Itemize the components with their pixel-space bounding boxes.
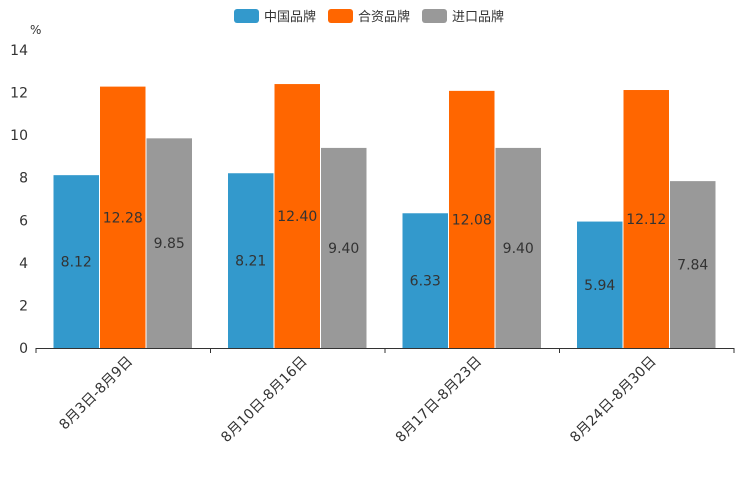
x-tick-label: 8月3日-8月9日	[56, 354, 136, 434]
y-axis-unit-label: %	[30, 23, 41, 37]
x-axis: 8月3日-8月9日 8月10日-8月16日 8月17日-8月23日 8月24日-8月3…	[35, 348, 735, 446]
legend-label: 中国品牌	[264, 9, 316, 25]
data-label: 9.40	[328, 241, 359, 257]
legend-label: 进口品牌	[452, 9, 504, 25]
data-label: 12.40	[277, 209, 317, 225]
data-label: 12.08	[452, 212, 492, 228]
data-label: 9.40	[503, 241, 534, 257]
y-axis: 0 2 4 6 8 10 12 14	[10, 43, 28, 357]
legend-item-1[interactable]: 合资品牌	[328, 9, 410, 25]
legend-item-2[interactable]: 进口品牌	[422, 9, 504, 25]
legend-swatch	[328, 9, 353, 23]
y-tick-label: 4	[19, 256, 28, 272]
data-label: 8.12	[61, 255, 92, 271]
data-label: 12.28	[103, 210, 143, 226]
x-tick-label: 8月10日-8月16日	[218, 354, 310, 446]
x-tick-label: 8月17日-8月23日	[393, 354, 485, 446]
data-label: 9.85	[154, 236, 185, 252]
bar-合资品牌-1[interactable]	[274, 84, 321, 349]
data-label: 7.84	[677, 258, 708, 274]
y-tick-label: 0	[19, 341, 28, 357]
bar-中国品牌-1[interactable]	[228, 173, 274, 348]
bar-中国品牌-3[interactable]	[577, 221, 623, 348]
y-tick-label: 6	[19, 213, 28, 229]
data-label: 5.94	[584, 278, 615, 294]
bar-合资品牌-0[interactable]	[100, 86, 146, 349]
bar-中国品牌-2[interactable]	[402, 213, 449, 348]
data-label: 8.21	[235, 254, 266, 270]
legend: 中国品牌 合资品牌 进口品牌	[234, 9, 504, 25]
y-tick-label: 12	[10, 86, 28, 102]
bar-进口品牌-2[interactable]	[495, 147, 542, 348]
y-tick-label: 2	[19, 298, 28, 314]
data-label: 6.33	[410, 274, 441, 290]
y-tick-label: 14	[10, 43, 28, 59]
bar-进口品牌-0[interactable]	[146, 138, 193, 348]
legend-swatch	[234, 9, 259, 23]
y-tick-label: 8	[19, 171, 28, 187]
bars: 8.12 12.28 9.85 8.21 12.40 9.40 6.33 12.08 9.40 5…	[53, 84, 716, 349]
bar-合资品牌-3[interactable]	[623, 90, 670, 348]
x-tick-label: 8月24日-8月30日	[567, 354, 659, 446]
bar-进口品牌-1[interactable]	[321, 147, 367, 348]
bar-合资品牌-2[interactable]	[449, 90, 495, 349]
y-tick-label: 10	[10, 128, 28, 144]
data-label: 12.12	[626, 212, 666, 228]
legend-label: 合资品牌	[358, 9, 410, 25]
legend-swatch	[422, 9, 447, 23]
legend-item-0[interactable]: 中国品牌	[234, 9, 316, 25]
bar-进口品牌-3[interactable]	[670, 181, 716, 348]
bar-中国品牌-0[interactable]	[53, 175, 100, 348]
